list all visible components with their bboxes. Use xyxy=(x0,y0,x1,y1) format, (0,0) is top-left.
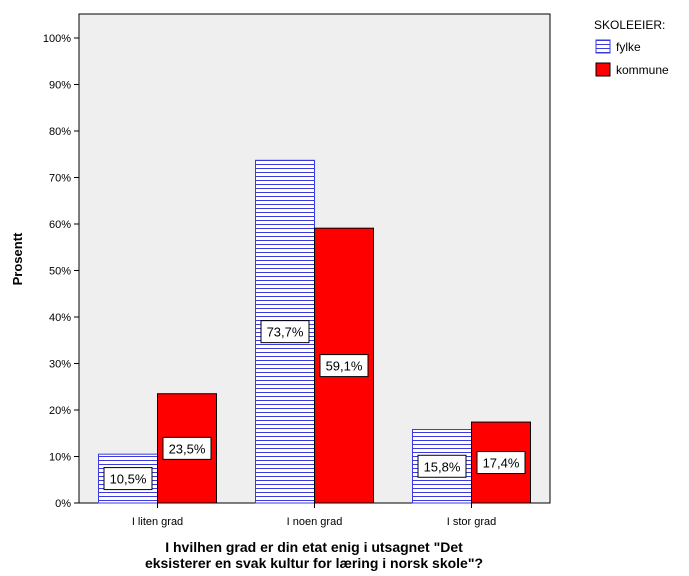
data-label: 10,5% xyxy=(110,472,147,487)
y-tick-label: 100% xyxy=(43,33,71,45)
data-label-box xyxy=(476,451,526,475)
x-axis-label-line-1: I hvilhen grad er din etat enig i utsagn… xyxy=(165,539,463,555)
legend: SKOLEEIER: fylke kommune xyxy=(594,18,669,77)
legend-label-fylke: fylke xyxy=(616,40,641,54)
legend-swatch-kommune xyxy=(595,62,611,77)
legend-label-kommune: kommune xyxy=(616,63,669,77)
y-axis-label: Prosentt xyxy=(10,232,25,285)
x-tick-label: I stor grad xyxy=(447,516,497,528)
data-label-box xyxy=(260,320,310,344)
y-tick-label: 70% xyxy=(49,173,71,185)
data-labels: 10,5% 23,5% 73,7% 59,1% 15,8% 17,4% xyxy=(103,320,526,491)
data-label: 23,5% xyxy=(169,441,206,456)
data-label: 15,8% xyxy=(424,459,461,474)
data-label: 17,4% xyxy=(483,456,520,471)
x-tick-label: I liten grad xyxy=(132,516,183,528)
y-tick-label: 40% xyxy=(49,312,71,324)
y-tick-label: 20% xyxy=(49,405,71,417)
data-label-box xyxy=(103,467,153,491)
data-label: 73,7% xyxy=(267,325,304,340)
data-label-box xyxy=(162,436,212,460)
data-label: 59,1% xyxy=(326,359,363,374)
y-axis: 0% 10% 20% 30% 40% 50% 60% 70% 80% 90% 100% xyxy=(43,33,79,510)
y-tick-label: 80% xyxy=(49,126,71,138)
y-tick-label: 90% xyxy=(49,80,71,92)
data-label-box xyxy=(319,354,369,378)
y-tick-label: 10% xyxy=(49,452,71,464)
y-tick-label: 30% xyxy=(49,359,71,371)
x-tick-label: I noen grad xyxy=(287,516,343,528)
data-label-box xyxy=(417,454,467,478)
legend-swatch-fylke xyxy=(595,39,611,54)
y-tick-label: 50% xyxy=(49,266,71,278)
x-axis-label-line-2: eksisterer en svak kultur for læring i n… xyxy=(145,555,483,571)
y-tick-label: 0% xyxy=(55,498,71,510)
y-tick-label: 60% xyxy=(49,219,71,231)
x-axis: I liten grad I noen grad I stor grad xyxy=(132,503,496,528)
legend-title: SKOLEEIER: xyxy=(594,18,665,32)
